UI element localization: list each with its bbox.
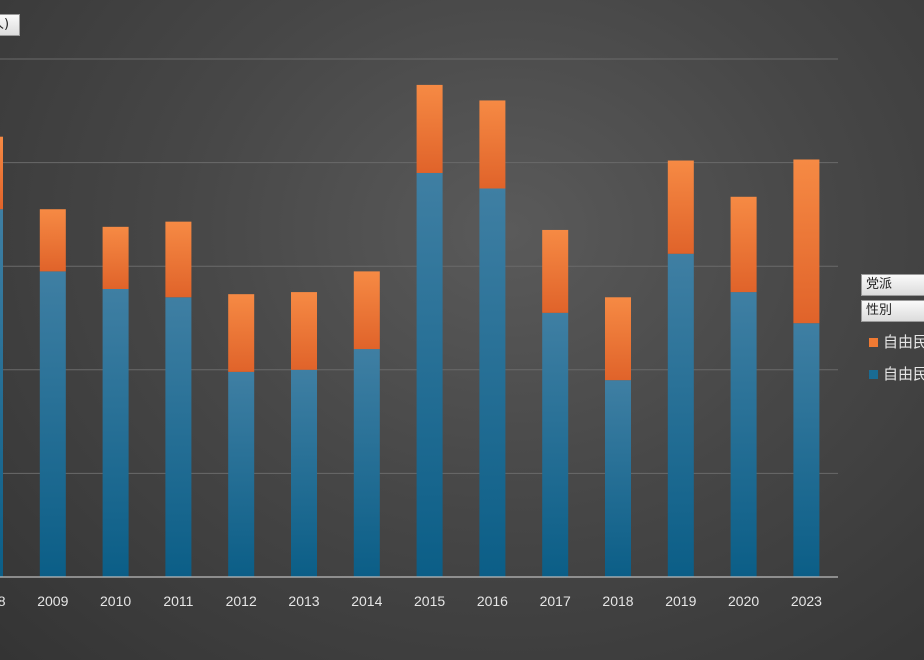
bar-segment-bottom[interactable] [479, 188, 506, 578]
bars [0, 84, 820, 578]
x-tick-label: 2017 [540, 593, 571, 609]
bar-segment-top[interactable] [165, 221, 192, 298]
legend-label: 自由民 [883, 333, 924, 351]
legend-label: 自由民 [883, 365, 924, 383]
x-tick-label: 2014 [351, 593, 382, 609]
x-tick-label: 2012 [226, 593, 257, 609]
x-tick-label: 2015 [414, 593, 445, 609]
x-tick-label: 2023 [791, 593, 822, 609]
x-tick-label: 2008 [0, 593, 6, 609]
legend-item-top-series: 自由民 [869, 331, 924, 352]
bar-segment-bottom[interactable] [793, 323, 820, 577]
bar-segment-bottom[interactable] [353, 349, 380, 577]
bar-segment-top[interactable] [605, 297, 631, 381]
x-tick-label: 2011 [163, 593, 193, 609]
bar-segment-top[interactable] [353, 271, 380, 350]
bar-segment-top[interactable] [228, 294, 255, 372]
x-tick-label: 2010 [100, 593, 131, 609]
bar-segment-top[interactable] [479, 100, 506, 189]
gender-filter-button[interactable]: 性別 [861, 300, 924, 322]
legend-swatch-blue [869, 370, 878, 379]
x-tick-label: 2019 [665, 593, 696, 609]
x-tick-label: 2009 [37, 593, 68, 609]
x-tick-label: 2020 [728, 593, 759, 609]
x-tick-label: 2016 [477, 593, 508, 609]
bar-segment-top[interactable] [416, 84, 443, 173]
bar-segment-top[interactable] [667, 160, 694, 254]
bar-segment-top[interactable] [730, 196, 757, 293]
bar-segment-bottom[interactable] [605, 380, 631, 577]
chart-title-field-button[interactable]: 人) [0, 14, 20, 36]
bar-segment-top[interactable] [542, 229, 569, 313]
x-tick-label: 2018 [602, 593, 633, 609]
bar-segment-bottom[interactable] [291, 369, 317, 577]
x-axis-ticks: 2008 2009 2010 2011 2012 2013 2014 2015 2016 2017… [0, 593, 822, 609]
bar-segment-bottom[interactable] [165, 297, 192, 577]
bar-segment-top[interactable] [39, 209, 66, 272]
bar-segment-bottom[interactable] [228, 371, 255, 577]
bar-segment-bottom[interactable] [102, 288, 129, 577]
bar-segment-top[interactable] [793, 159, 820, 324]
bar-segment-bottom[interactable] [542, 312, 569, 577]
party-filter-button[interactable]: 党派 [861, 274, 924, 296]
bar-segment-bottom[interactable] [416, 172, 443, 577]
bar-segment-bottom[interactable] [667, 253, 694, 577]
bar-segment-top[interactable] [0, 136, 3, 210]
bar-segment-bottom[interactable] [39, 271, 66, 577]
x-tick-label: 2013 [288, 593, 319, 609]
legend-item-bottom-series: 自由民 [869, 363, 924, 384]
legend-swatch-orange [869, 338, 878, 347]
bar-segment-bottom[interactable] [0, 209, 3, 577]
bar-segment-top[interactable] [291, 292, 317, 370]
bar-segment-bottom[interactable] [730, 292, 757, 577]
bar-segment-top[interactable] [102, 226, 129, 289]
